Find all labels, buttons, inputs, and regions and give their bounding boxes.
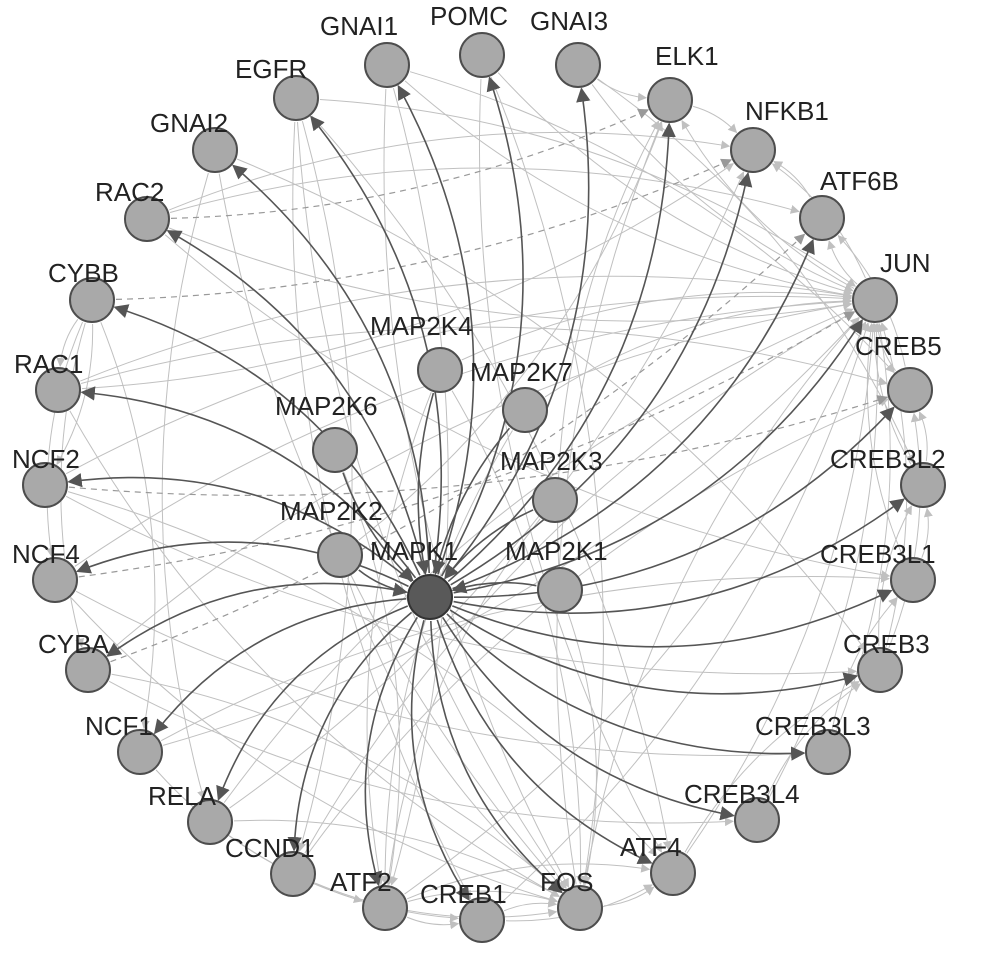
node-pomc [460, 33, 504, 77]
label-map2k1: MAP2K1 [505, 536, 608, 566]
label-cybb: CYBB [48, 258, 119, 288]
labels: POMC GNAI3 ELK1 NFKB1 ATF6B JUN CREB5 CREB3L2 CR… [12, 1, 946, 909]
label-nfkb1: NFKB1 [745, 96, 829, 126]
label-creb5: CREB5 [855, 331, 942, 361]
label-ncf4: NCF4 [12, 539, 80, 569]
network-diagram: POMC GNAI3 ELK1 NFKB1 ATF6B JUN CREB5 CREB3L2 CR… [0, 0, 1000, 979]
label-rac2: RAC2 [95, 177, 164, 207]
label-map2k3: MAP2K3 [500, 446, 603, 476]
label-gnai2: GNAI2 [150, 108, 228, 138]
label-creb3: CREB3 [843, 629, 930, 659]
label-elk1: ELK1 [655, 41, 719, 71]
label-fos: FOS [540, 867, 593, 897]
label-atf2: ATF2 [330, 867, 392, 897]
label-map2k4: MAP2K4 [370, 311, 473, 341]
edge [162, 173, 208, 799]
label-gnai1: GNAI1 [320, 11, 398, 41]
edge [597, 79, 646, 98]
label-gnai3: GNAI3 [530, 6, 608, 36]
edges-dark [69, 78, 904, 900]
node-map2k1 [538, 568, 582, 612]
edge [218, 606, 407, 800]
label-atf4: ATF4 [620, 832, 682, 862]
edge [169, 228, 851, 321]
label-atf6b: ATF6B [820, 166, 899, 196]
label-ncf1: NCF1 [85, 711, 153, 741]
label-rela: RELA [148, 781, 217, 811]
label-creb3l1: CREB3L1 [820, 539, 936, 569]
node-gnai1 [365, 43, 409, 87]
edge [294, 612, 412, 850]
edge [219, 174, 564, 890]
edge [407, 917, 458, 924]
label-creb3l2: CREB3L2 [830, 444, 946, 474]
edge [79, 312, 854, 577]
edge [693, 106, 736, 132]
node-map2k2 [318, 533, 362, 577]
node-creb5 [888, 368, 932, 412]
node-mapk1 [408, 575, 452, 619]
label-ncf2: NCF2 [12, 444, 80, 474]
node-map2k7 [503, 388, 547, 432]
node-map2k4 [418, 348, 462, 392]
label-map2k2: MAP2K2 [280, 496, 383, 526]
label-pomc: POMC [430, 1, 508, 31]
node-elk1 [648, 78, 692, 122]
node-nfkb1 [731, 128, 775, 172]
node-map2k3 [533, 478, 577, 522]
label-creb3l3: CREB3L3 [755, 711, 871, 741]
label-egfr: EGFR [235, 54, 307, 84]
edge [504, 903, 556, 911]
node-gnai3 [556, 43, 600, 87]
edge [171, 110, 648, 219]
node-atf6b [800, 196, 844, 240]
label-ccnd1: CCND1 [225, 833, 315, 863]
edge [431, 621, 562, 892]
node-map2k6 [313, 428, 357, 472]
edge [320, 100, 855, 287]
label-creb3l4: CREB3L4 [684, 779, 800, 809]
edge [388, 519, 540, 884]
label-map2k7: MAP2K7 [470, 357, 573, 387]
label-rac1: RAC1 [14, 349, 83, 379]
label-jun: JUN [880, 248, 931, 278]
label-creb1: CREB1 [420, 879, 507, 909]
edge [385, 430, 512, 884]
label-cyba: CYBA [38, 629, 109, 659]
edge [170, 168, 799, 212]
label-map2k6: MAP2K6 [275, 391, 378, 421]
edge [412, 620, 469, 900]
node-jun [853, 278, 897, 322]
label-mapk1: MAPK1 [370, 536, 458, 566]
